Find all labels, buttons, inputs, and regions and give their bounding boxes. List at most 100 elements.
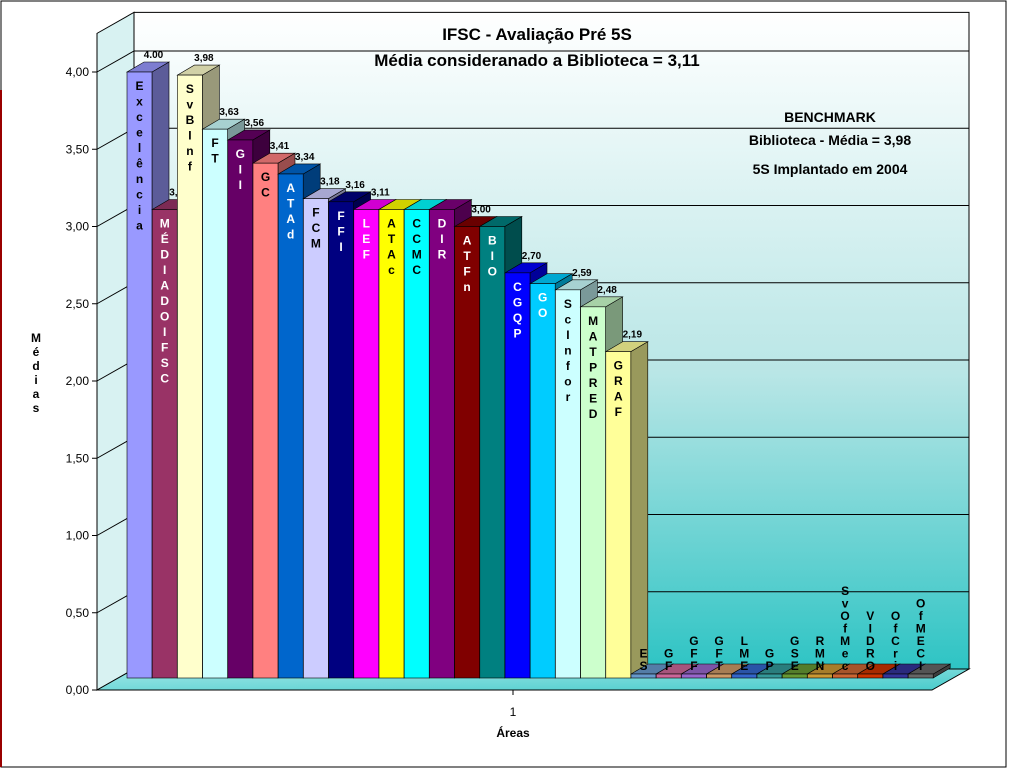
x-tick-label: 1: [510, 705, 517, 719]
x-axis-title: Áreas: [496, 725, 530, 740]
y-tick-label: 1,00: [66, 529, 90, 543]
bar-value-label: 2,70: [522, 251, 542, 262]
bar: [655, 673, 682, 679]
y-axis-title-char: i: [34, 373, 37, 387]
bar: [151, 209, 178, 679]
bar-value-label: 3,18: [320, 177, 340, 188]
y-tick-label: 2,50: [66, 297, 90, 311]
bar: [857, 673, 884, 679]
chart-title: IFSC - Avaliação Pré 5S: [442, 25, 632, 44]
bar: [756, 673, 783, 679]
y-tick-label: 0,50: [66, 606, 90, 620]
bar: [781, 673, 808, 679]
bar-group: G R A F 2,19: [604, 330, 649, 679]
bar-value-label: 4.00: [144, 50, 164, 61]
bar: [378, 209, 405, 679]
bar: [907, 673, 934, 679]
y-axis-title-char: M: [31, 331, 41, 345]
bar-value-label: 3,41: [270, 141, 290, 152]
bar: [202, 128, 228, 679]
bar: [605, 351, 632, 679]
bar: [681, 673, 707, 679]
y-tick-label: 3,00: [66, 220, 90, 234]
bar: [454, 226, 480, 679]
bar-value-label: 2,59: [572, 268, 592, 279]
bar-value-label: 3,11: [371, 188, 390, 199]
y-tick-label: 1,50: [66, 451, 90, 465]
y-axis-title-char: é: [33, 345, 40, 359]
bar: [882, 673, 909, 679]
bar: [731, 673, 758, 679]
bar-side: [630, 341, 649, 679]
bar: [630, 673, 657, 679]
y-axis: 0,00 0,50 1,00 1,50 2,00 2,50 3,00 3,50 4,00: [66, 33, 932, 697]
bar: [403, 209, 430, 679]
bar-value-label: 2,19: [623, 330, 643, 341]
bar: [580, 306, 606, 679]
bar: [252, 162, 279, 679]
bar-value-label: 2,48: [597, 285, 617, 296]
bar: [353, 209, 380, 679]
y-axis-title-char: s: [33, 401, 40, 415]
bar-value-label: 3,00: [471, 205, 491, 216]
bar-value-label: 3,63: [219, 107, 239, 118]
annotation-biblioteca-media: Biblioteca - Média = 3,98: [749, 132, 911, 148]
y-tick-label: 4,00: [66, 65, 90, 79]
y-axis-title-char: a: [33, 387, 40, 401]
bar: [529, 283, 556, 679]
bar: [303, 198, 329, 679]
annotation-5s-implantado: 5S Implantado em 2004: [753, 161, 908, 177]
y-tick-label: 2,00: [66, 374, 90, 388]
y-tick-label: 3,50: [66, 142, 90, 156]
bar-value-label: 3,98: [194, 53, 214, 64]
bar: [126, 71, 153, 679]
bar: [555, 289, 581, 679]
bar: [328, 201, 354, 679]
bar: [277, 173, 304, 679]
annotation-benchmark: BENCHMARK: [784, 109, 876, 125]
bar: [479, 226, 506, 679]
bar-value-label: 3,16: [345, 180, 365, 191]
bar-value-label: 3,34: [295, 152, 315, 163]
bar: [429, 209, 455, 679]
y-tick-label: 0,00: [66, 683, 90, 697]
chart-subtitle: Média consideranado a Biblioteca = 3,11: [374, 51, 699, 70]
bar: [706, 673, 732, 679]
y-axis-title-char: d: [32, 359, 39, 373]
gridline: [96, 50, 969, 73]
